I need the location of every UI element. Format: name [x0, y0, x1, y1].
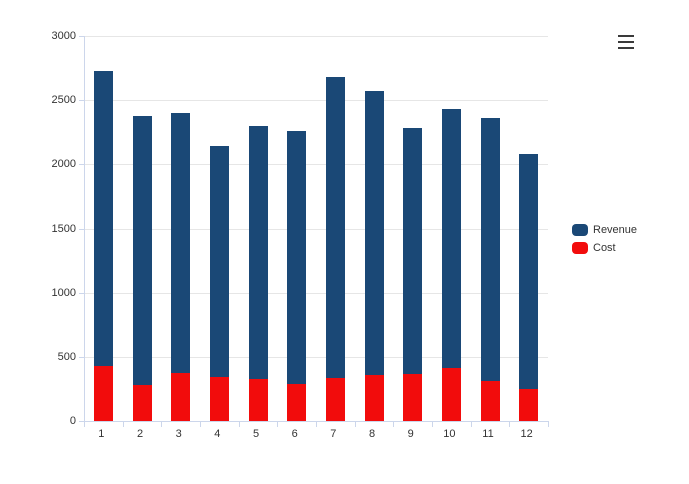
cost-bar[interactable]: [364, 375, 384, 421]
y-axis-label: 0: [69, 415, 76, 427]
hamburger-icon: [618, 41, 634, 43]
y-axis-label: 1000: [51, 286, 76, 299]
x-axis-tick: [432, 422, 433, 427]
cost-bar[interactable]: [287, 384, 307, 421]
x-axis-tick: [316, 422, 317, 427]
y-axis-label: 2000: [51, 158, 76, 171]
cost-bar[interactable]: [248, 378, 268, 421]
y-axis-label: 500: [57, 350, 76, 363]
chart-context-menu-button[interactable]: [613, 31, 639, 53]
x-axis-label: 1: [98, 428, 105, 440]
cost-bar[interactable]: [480, 380, 500, 421]
revenue-bar[interactable]: [209, 146, 229, 421]
y-axis-tick: [79, 292, 84, 294]
legend-label-revenue: Revenue: [593, 224, 638, 236]
cost-bar[interactable]: [441, 368, 461, 421]
y-gridline: [84, 228, 548, 230]
x-axis-label: 6: [291, 428, 298, 440]
revenue-bar[interactable]: [93, 70, 113, 421]
cost-bar[interactable]: [519, 388, 539, 421]
revenue-bar[interactable]: [171, 113, 191, 421]
legend: Revenue Cost: [572, 221, 637, 257]
revenue-bar[interactable]: [132, 115, 152, 421]
revenue-bar[interactable]: [480, 118, 500, 421]
y-axis-line: [84, 36, 85, 421]
x-axis-label: 3: [175, 428, 182, 440]
revenue-bar[interactable]: [441, 109, 461, 421]
y-axis-label: 1500: [51, 222, 76, 235]
x-axis-tick: [277, 422, 279, 427]
hamburger-icon: [618, 35, 634, 37]
y-axis-tick: [79, 164, 84, 166]
cost-swatch-icon: [572, 242, 588, 254]
cost-bar[interactable]: [325, 378, 345, 421]
revenue-swatch-icon: [572, 224, 588, 236]
legend-label-cost: Cost: [593, 242, 616, 254]
legend-item-revenue[interactable]: Revenue: [572, 221, 637, 239]
x-axis-tick: [354, 422, 356, 427]
y-gridline: [84, 36, 548, 37]
x-axis-tick: [509, 422, 511, 427]
y-axis-label: 3000: [51, 30, 76, 42]
x-axis-tick: [393, 422, 395, 427]
x-axis-tick: [122, 422, 124, 427]
x-axis-label: 4: [214, 428, 221, 440]
revenue-bar[interactable]: [403, 128, 423, 421]
x-axis-label: 2: [136, 428, 144, 440]
y-axis-tick: [79, 100, 84, 102]
revenue-bar[interactable]: [248, 125, 268, 421]
x-axis-line: [84, 421, 549, 422]
x-axis-tick: [161, 422, 163, 427]
revenue-bar[interactable]: [287, 130, 307, 421]
y-gridline: [84, 164, 548, 166]
cost-bar[interactable]: [171, 372, 191, 421]
y-axis-label: 2500: [51, 94, 76, 107]
x-axis-label: 7: [330, 428, 337, 440]
x-axis-tick: [84, 422, 85, 427]
y-gridline: [84, 100, 548, 102]
y-axis-tick: [79, 228, 84, 230]
y-gridline: [84, 292, 548, 294]
legend-item-cost[interactable]: Cost: [572, 239, 637, 257]
cost-bar[interactable]: [209, 376, 229, 421]
y-axis-tick: [79, 36, 84, 37]
cost-bar[interactable]: [132, 385, 152, 421]
x-axis-tick: [238, 422, 240, 427]
x-axis-label: 12: [520, 428, 533, 440]
x-axis-label: 9: [407, 428, 414, 440]
x-axis-tick: [470, 422, 472, 427]
x-axis-tick: [200, 422, 201, 427]
x-axis-label: 11: [482, 428, 494, 440]
y-axis-tick: [79, 421, 84, 422]
x-axis-label: 8: [368, 428, 376, 440]
x-axis-label: 5: [252, 428, 260, 440]
x-axis-tick: [548, 422, 549, 427]
cost-bar[interactable]: [93, 365, 113, 421]
cost-bar[interactable]: [403, 373, 423, 421]
revenue-bar[interactable]: [364, 91, 384, 421]
y-axis-tick: [79, 356, 84, 358]
revenue-bar[interactable]: [519, 154, 539, 421]
hamburger-icon: [618, 47, 634, 49]
x-axis-label: 10: [443, 428, 456, 440]
revenue-bar[interactable]: [325, 77, 345, 421]
y-gridline: [84, 356, 548, 358]
